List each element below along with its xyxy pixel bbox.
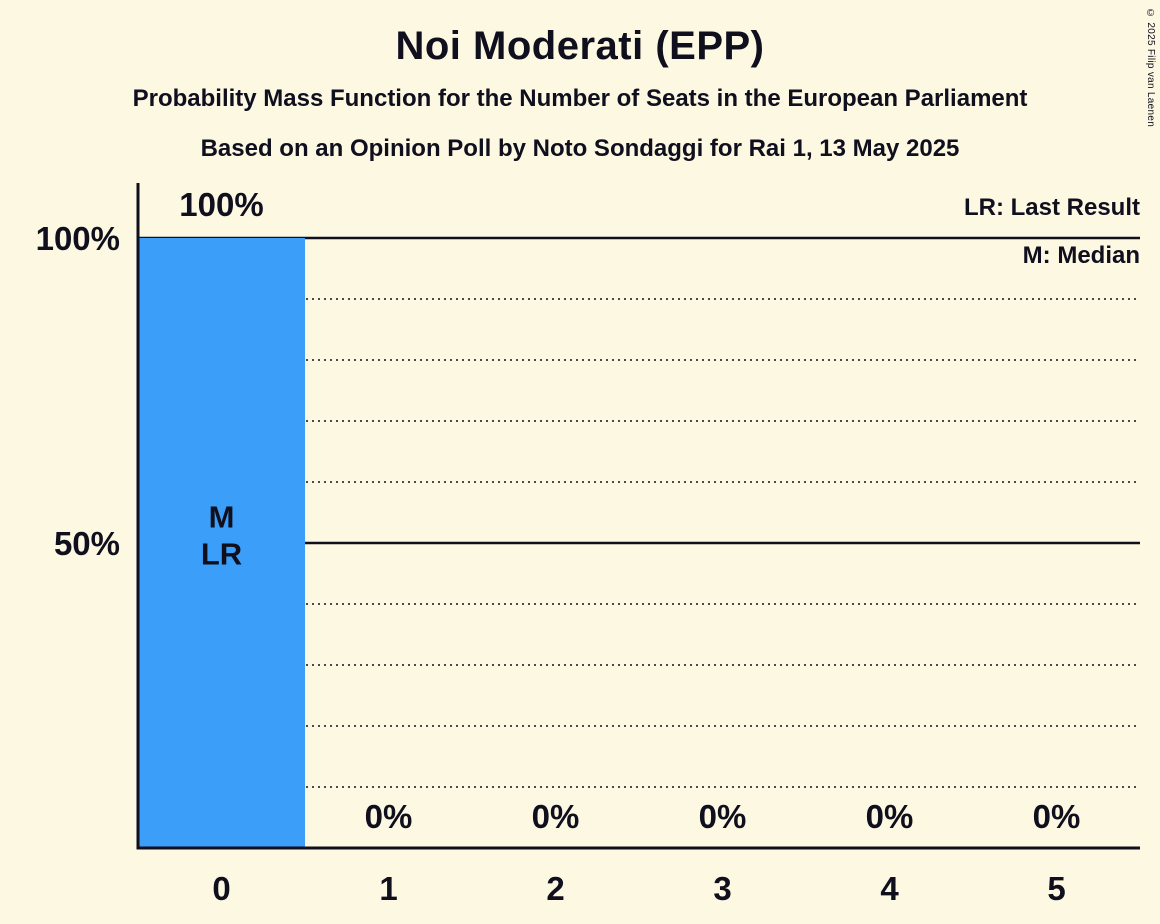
y-axis-label-100: 100% xyxy=(36,220,120,257)
bar-value-label-1: 0% xyxy=(365,798,413,835)
bar-value-label-5: 0% xyxy=(1033,798,1081,835)
x-axis-label-4: 4 xyxy=(880,870,899,907)
chart-legend: LR: Last Result M: Median xyxy=(964,184,1140,280)
bar-value-label-3: 0% xyxy=(699,798,747,835)
copyright-notice: © 2025 Filip van Laenen xyxy=(1145,8,1156,128)
chart-title: Noi Moderati (EPP) xyxy=(395,24,765,68)
legend-last-result: LR: Last Result xyxy=(963,194,1140,221)
x-axis-label-3: 3 xyxy=(713,870,731,907)
x-axis-label-1: 1 xyxy=(379,870,397,907)
bar-value-label-2: 0% xyxy=(532,798,580,835)
bar-annotation-lr: LR xyxy=(201,537,242,572)
bar-value-label-0: 100% xyxy=(179,186,263,223)
bar-seats-0 xyxy=(138,238,305,848)
bar-annotation-m: M xyxy=(209,500,235,535)
y-axis-label-50: 50% xyxy=(54,525,120,562)
bar-value-label-4: 0% xyxy=(866,798,914,835)
legend-median: M: Median xyxy=(1022,242,1140,269)
chart-subtitle: Probability Mass Function for the Number… xyxy=(132,85,1028,112)
x-axis-label-2: 2 xyxy=(546,870,564,907)
x-axis-label-5: 5 xyxy=(1047,870,1065,907)
chart-poll-info: Based on an Opinion Poll by Noto Sondagg… xyxy=(200,135,960,162)
x-axis-label-0: 0 xyxy=(212,870,230,907)
